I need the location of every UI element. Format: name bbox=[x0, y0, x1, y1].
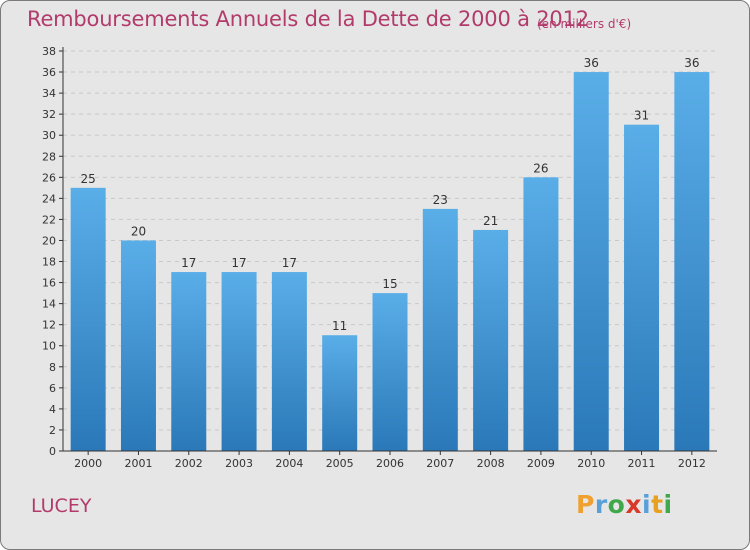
data-label-2003: 17 bbox=[231, 256, 246, 270]
bar-2002 bbox=[171, 272, 207, 451]
logo-letter: x bbox=[625, 490, 642, 519]
logo-letter: i bbox=[642, 490, 652, 519]
bar-2009 bbox=[523, 177, 559, 451]
y-tick-label: 8 bbox=[49, 361, 56, 374]
x-tick-label-2001: 2001 bbox=[124, 457, 152, 470]
bar-2001 bbox=[120, 240, 156, 451]
bars: 25 20 17 17 17 11 15 23 21 26 36 31 36 bbox=[70, 56, 710, 452]
y-tick-label: 34 bbox=[42, 87, 56, 100]
y-tick-label: 22 bbox=[42, 213, 56, 226]
bar-2007 bbox=[422, 208, 458, 451]
data-label-2007: 23 bbox=[433, 193, 448, 207]
bar-2011 bbox=[624, 124, 660, 452]
x-tick-label-2007: 2007 bbox=[426, 457, 454, 470]
data-label-2000: 25 bbox=[81, 172, 96, 186]
data-label-2005: 11 bbox=[332, 319, 347, 333]
y-tick-label: 0 bbox=[49, 445, 56, 458]
logo-letter: r bbox=[594, 490, 608, 519]
y-tick-label: 14 bbox=[42, 298, 56, 311]
x-tick-label-2005: 2005 bbox=[326, 457, 354, 470]
bar-2005 bbox=[322, 335, 358, 451]
y-tick-label: 24 bbox=[42, 192, 56, 205]
x-tick-label-2008: 2008 bbox=[477, 457, 505, 470]
bar-2006 bbox=[372, 293, 408, 451]
x-tick-label-2003: 2003 bbox=[225, 457, 253, 470]
proxiti-logo: Proxiti bbox=[576, 490, 673, 519]
y-tick-label: 36 bbox=[42, 66, 56, 79]
x-tick-label-2000: 2000 bbox=[74, 457, 102, 470]
data-label-2008: 21 bbox=[483, 214, 498, 228]
y-tick-label: 10 bbox=[42, 340, 56, 353]
data-label-2006: 15 bbox=[382, 277, 397, 291]
data-label-2001: 20 bbox=[131, 224, 146, 238]
data-label-2004: 17 bbox=[282, 256, 297, 270]
x-tick-label-2006: 2006 bbox=[376, 457, 404, 470]
logo-letter: P bbox=[576, 490, 595, 519]
x-tick-label-2011: 2011 bbox=[628, 457, 656, 470]
y-tick-label: 20 bbox=[42, 234, 56, 247]
x-tick-label-2009: 2009 bbox=[527, 457, 555, 470]
logo-letter: i bbox=[663, 490, 673, 519]
bar-2003 bbox=[221, 272, 257, 451]
logo-letter: o bbox=[607, 490, 626, 519]
data-label-2011: 31 bbox=[634, 109, 649, 123]
y-tick-label: 16 bbox=[42, 277, 56, 290]
data-label-2012: 36 bbox=[684, 56, 699, 70]
y-tick-label: 32 bbox=[42, 108, 56, 121]
chart-unit: (en milliers d'€) bbox=[537, 17, 632, 31]
bar-2008 bbox=[473, 229, 509, 451]
y-tick-label: 26 bbox=[42, 171, 56, 184]
x-tick-label-2010: 2010 bbox=[577, 457, 605, 470]
y-tick-label: 38 bbox=[42, 45, 56, 58]
x-tick-label-2012: 2012 bbox=[678, 457, 706, 470]
bar-2010 bbox=[573, 72, 609, 451]
bar-2000 bbox=[70, 187, 106, 451]
town-name: LUCEY bbox=[31, 495, 92, 517]
y-tick-label: 2 bbox=[49, 424, 56, 437]
y-tick-label: 18 bbox=[42, 256, 56, 269]
data-label-2002: 17 bbox=[181, 256, 196, 270]
x-tick-label-2004: 2004 bbox=[275, 457, 303, 470]
logo-letter: t bbox=[651, 490, 664, 519]
y-tick-label: 12 bbox=[42, 319, 56, 332]
chart-title: Remboursements Annuels de la Dette de 20… bbox=[27, 7, 589, 31]
data-label-2010: 36 bbox=[584, 56, 599, 70]
bar-2012 bbox=[674, 72, 710, 451]
data-label-2009: 26 bbox=[533, 161, 548, 175]
y-tick-label: 4 bbox=[49, 403, 56, 416]
y-tick-label: 28 bbox=[42, 150, 56, 163]
y-tick-label: 30 bbox=[42, 129, 56, 142]
bar-2004 bbox=[271, 272, 307, 451]
x-tick-label-2002: 2002 bbox=[175, 457, 203, 470]
y-tick-label: 6 bbox=[49, 382, 56, 395]
